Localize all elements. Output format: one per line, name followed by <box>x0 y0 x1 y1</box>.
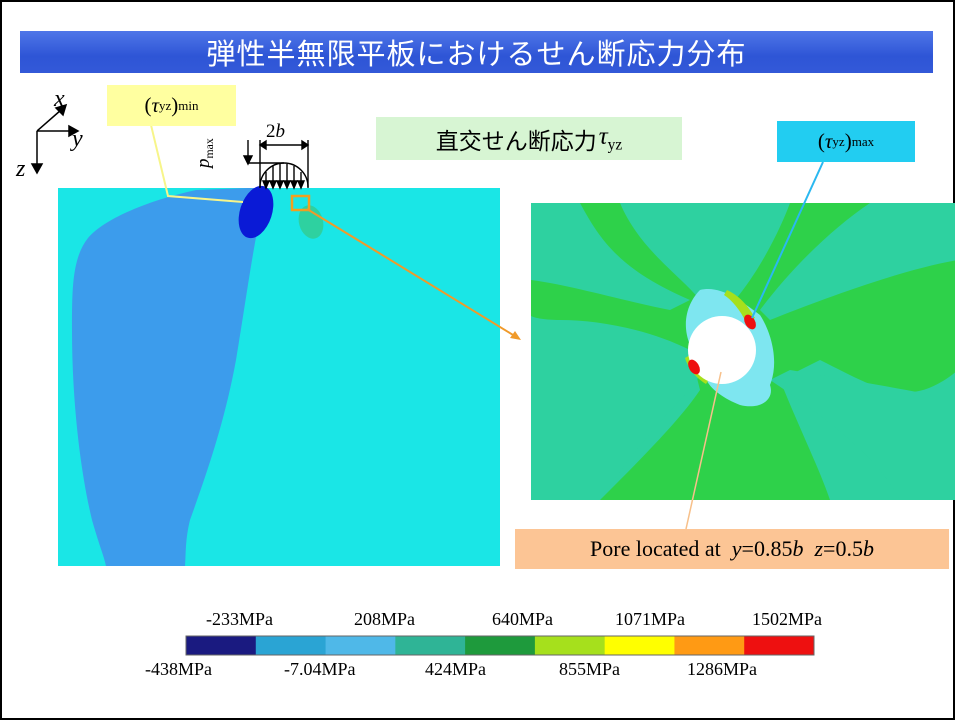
colorbar-segment <box>186 636 257 655</box>
colorbar-segment <box>465 636 536 655</box>
tau-max-label: (τ yz) max <box>777 121 915 162</box>
colorbar-top-label: -233MPa <box>206 609 273 629</box>
colorbar-border <box>185 635 815 656</box>
colorbar-top-label: 208MPa <box>354 609 416 629</box>
colorbar-segment <box>395 636 466 655</box>
coordinate-axes <box>30 103 80 175</box>
colorbar-segment <box>604 636 675 655</box>
colorbar-segment <box>325 636 396 655</box>
axis-z-label: z <box>16 156 26 182</box>
hertz-load-diagram <box>242 139 310 190</box>
colorbar-bottom-label: 855MPa <box>559 659 621 679</box>
min-stress-spot <box>238 185 274 239</box>
colorbar-bottom-label: -7.04MPa <box>284 659 356 679</box>
pmax-label: pmax <box>193 138 217 168</box>
axis-y-label: y <box>72 126 83 152</box>
zoom-contour-field <box>531 203 955 500</box>
green-stress-spot <box>298 205 324 239</box>
axis-x-label: x <box>54 86 65 112</box>
contact-width-label: 2b <box>266 121 285 142</box>
colorbar-bottom-label: 1286MPa <box>687 659 758 679</box>
max-connector-line <box>751 161 824 319</box>
colorbar-bottom-label: 424MPa <box>425 659 487 679</box>
pore-connector-line <box>685 371 722 530</box>
colorbar-top-label: 1502MPa <box>752 609 823 629</box>
colorbar-segment <box>744 636 815 655</box>
min-connector-line <box>150 124 244 203</box>
zoom-selection-box <box>290 194 311 212</box>
color-legend-bar <box>185 635 815 656</box>
colorbar-segment <box>674 636 745 655</box>
colorbar-top-label: 640MPa <box>492 609 554 629</box>
colorbar-top-label: 1071MPa <box>615 609 686 629</box>
colorbar-segment <box>534 636 606 655</box>
low-stress-region <box>72 188 268 566</box>
slide-title: 弾性半無限平板におけるせん断応力分布 <box>20 31 933 73</box>
colorbar-bottom-label: -438MPa <box>145 659 212 679</box>
pore-location-label: Pore located at y =0.85 b z =0.5 b <box>515 529 949 569</box>
colorbar-segment <box>255 636 327 655</box>
shear-stress-caption: 直交せん断応力 τyz <box>376 117 682 160</box>
tau-min-label: (τ yz) min <box>107 85 236 126</box>
zoom-connector-line <box>306 208 519 339</box>
